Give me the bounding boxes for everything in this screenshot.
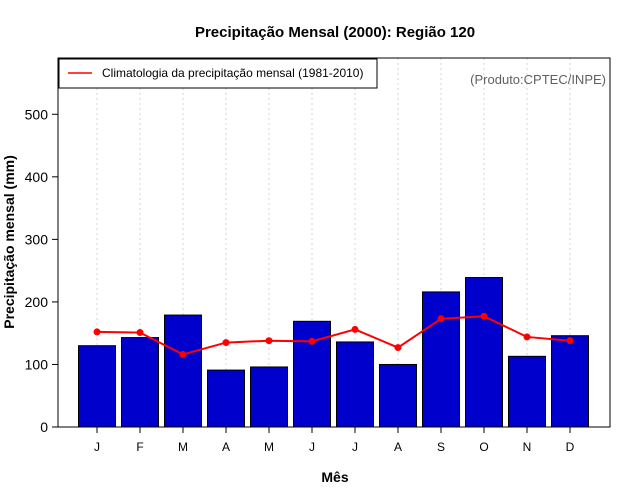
y-axis: 0 100 200 300 400 500 bbox=[25, 106, 58, 435]
y-axis-label: Precipitação mensal (mm) bbox=[1, 155, 17, 329]
bar-series bbox=[78, 277, 589, 428]
x-tick-label: J bbox=[309, 440, 315, 454]
climatology-point bbox=[136, 329, 144, 337]
legend-label: Climatologia da precipitação mensal (198… bbox=[102, 66, 363, 80]
bar bbox=[508, 355, 546, 428]
climatology-point bbox=[265, 337, 273, 345]
climatology-point bbox=[308, 337, 316, 345]
bar bbox=[465, 277, 503, 428]
climatology-point bbox=[222, 339, 230, 347]
y-tick-label: 0 bbox=[40, 419, 48, 435]
x-tick-label: M bbox=[264, 440, 274, 454]
bar bbox=[207, 369, 245, 428]
bar bbox=[121, 337, 159, 428]
x-tick-label: M bbox=[178, 440, 188, 454]
x-tick-label: S bbox=[437, 440, 445, 454]
climatology-series bbox=[93, 312, 574, 358]
x-axis-label: Mês bbox=[321, 469, 348, 485]
bar bbox=[250, 366, 288, 428]
y-tick-label: 300 bbox=[25, 231, 49, 247]
bar bbox=[551, 335, 589, 428]
y-tick-label: 100 bbox=[25, 356, 49, 372]
grid-lines bbox=[96, 58, 571, 427]
x-tick-label: O bbox=[479, 440, 488, 454]
climatology-line bbox=[96, 315, 571, 356]
climatology-point bbox=[437, 315, 445, 323]
y-tick-label: 500 bbox=[25, 106, 49, 122]
y-tick-label: 400 bbox=[25, 169, 49, 185]
x-tick-label: N bbox=[523, 440, 532, 454]
x-tick-label: A bbox=[394, 440, 402, 454]
climatology-point bbox=[523, 333, 531, 341]
bar bbox=[379, 363, 417, 428]
x-tick-label: F bbox=[136, 440, 143, 454]
bar bbox=[336, 341, 374, 428]
chart-title: Precipitação Mensal (2000): Região 120 bbox=[195, 24, 475, 41]
x-tick-label: D bbox=[566, 440, 575, 454]
climatology-point bbox=[394, 344, 402, 352]
climatology-point bbox=[351, 325, 359, 333]
credit-text: (Produto:CPTEC/INPE) bbox=[470, 72, 606, 87]
bar bbox=[422, 291, 460, 428]
x-tick-label: A bbox=[222, 440, 230, 454]
bar bbox=[164, 314, 202, 428]
y-tick-label: 200 bbox=[25, 294, 49, 310]
legend: Climatologia da precipitação mensal (198… bbox=[58, 58, 378, 89]
climatology-point bbox=[93, 328, 101, 336]
legend-box bbox=[58, 58, 378, 89]
x-tick-label: J bbox=[94, 440, 100, 454]
x-tick-label: J bbox=[352, 440, 358, 454]
climatology-point bbox=[566, 337, 574, 345]
climatology-point bbox=[179, 350, 187, 358]
climatology-point bbox=[480, 312, 488, 320]
bar bbox=[78, 345, 116, 428]
plot-frame bbox=[57, 57, 611, 428]
